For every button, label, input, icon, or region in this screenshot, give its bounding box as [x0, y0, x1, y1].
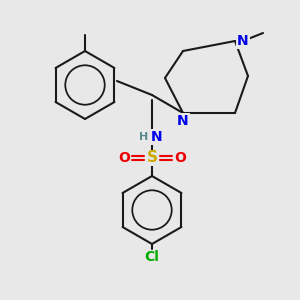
Text: O: O — [118, 151, 130, 165]
Text: N: N — [177, 114, 189, 128]
Text: O: O — [174, 151, 186, 165]
Text: S: S — [146, 151, 158, 166]
Text: N: N — [151, 130, 163, 144]
Text: H: H — [140, 132, 148, 142]
Text: N: N — [237, 34, 249, 48]
Text: Cl: Cl — [145, 250, 159, 264]
